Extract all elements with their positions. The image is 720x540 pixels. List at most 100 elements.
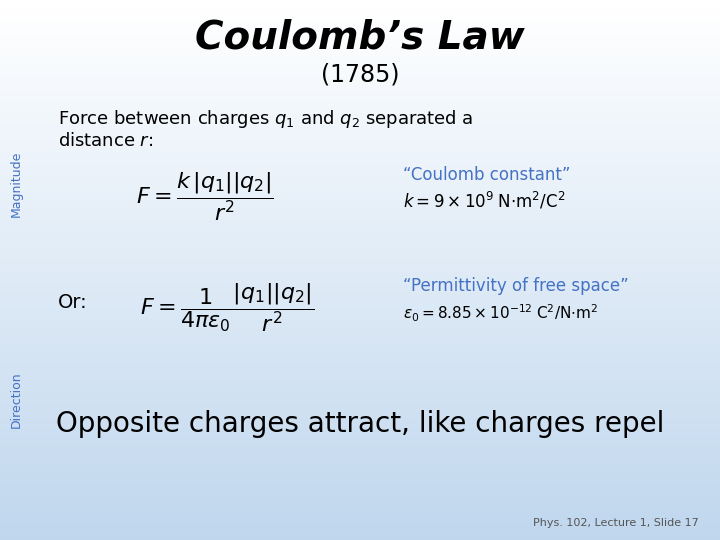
Bar bbox=[0, 115, 720, 117]
Bar bbox=[0, 23, 720, 25]
Bar bbox=[0, 362, 720, 363]
Bar bbox=[0, 525, 720, 528]
Bar bbox=[0, 92, 720, 93]
Bar bbox=[0, 77, 720, 79]
Bar bbox=[0, 382, 720, 383]
Bar bbox=[0, 322, 720, 324]
Bar bbox=[0, 265, 720, 266]
Bar bbox=[0, 261, 720, 263]
Bar bbox=[0, 142, 720, 144]
Text: Force between charges $q_1$ and $q_2$ separated a: Force between charges $q_1$ and $q_2$ se… bbox=[58, 108, 473, 130]
Bar bbox=[0, 288, 720, 290]
Bar bbox=[0, 385, 720, 387]
Bar bbox=[0, 324, 720, 326]
Bar bbox=[0, 347, 720, 349]
Bar bbox=[0, 104, 720, 106]
Bar bbox=[0, 45, 720, 47]
Bar bbox=[0, 286, 720, 288]
Bar bbox=[0, 4, 720, 5]
Text: $F = \dfrac{1}{4\pi\varepsilon_0}\dfrac{|q_1||q_2|}{r^2}$: $F = \dfrac{1}{4\pi\varepsilon_0}\dfrac{… bbox=[140, 281, 314, 334]
Bar bbox=[0, 405, 720, 407]
Bar bbox=[0, 538, 720, 540]
Bar bbox=[0, 443, 720, 444]
Bar bbox=[0, 447, 720, 448]
Bar bbox=[0, 340, 720, 342]
Bar bbox=[0, 232, 720, 234]
Bar bbox=[0, 99, 720, 101]
Bar bbox=[0, 466, 720, 468]
Bar bbox=[0, 389, 720, 390]
Bar bbox=[0, 387, 720, 389]
Bar bbox=[0, 437, 720, 439]
Bar bbox=[0, 531, 720, 533]
Bar bbox=[0, 423, 720, 425]
Bar bbox=[0, 493, 720, 495]
Bar bbox=[0, 38, 720, 39]
Bar bbox=[0, 355, 720, 356]
Bar bbox=[0, 245, 720, 247]
Bar bbox=[0, 112, 720, 113]
Bar bbox=[0, 140, 720, 142]
Bar bbox=[0, 484, 720, 486]
Bar bbox=[0, 167, 720, 169]
Bar bbox=[0, 238, 720, 239]
Bar bbox=[0, 255, 720, 258]
Bar bbox=[0, 69, 720, 70]
Bar bbox=[0, 15, 720, 16]
Bar bbox=[0, 412, 720, 414]
Bar bbox=[0, 126, 720, 128]
Bar bbox=[0, 22, 720, 23]
Bar bbox=[0, 410, 720, 412]
Bar bbox=[0, 86, 720, 88]
Bar bbox=[0, 247, 720, 248]
Bar bbox=[0, 171, 720, 173]
Bar bbox=[0, 194, 720, 196]
Bar bbox=[0, 2, 720, 4]
Bar bbox=[0, 12, 720, 15]
Bar bbox=[0, 108, 720, 110]
Bar bbox=[0, 162, 720, 164]
Bar bbox=[0, 207, 720, 209]
Bar bbox=[0, 425, 720, 427]
Bar bbox=[0, 455, 720, 457]
Bar bbox=[0, 360, 720, 362]
Bar bbox=[0, 61, 720, 63]
Bar bbox=[0, 367, 720, 369]
Bar bbox=[0, 106, 720, 108]
Bar bbox=[0, 308, 720, 309]
Bar bbox=[0, 394, 720, 396]
Bar bbox=[0, 346, 720, 347]
Bar bbox=[0, 279, 720, 281]
Bar bbox=[0, 252, 720, 254]
Bar bbox=[0, 508, 720, 509]
Bar bbox=[0, 42, 720, 43]
Bar bbox=[0, 185, 720, 187]
Bar bbox=[0, 420, 720, 421]
Bar bbox=[0, 139, 720, 140]
Bar bbox=[0, 81, 720, 83]
Bar bbox=[0, 178, 720, 180]
Bar bbox=[0, 254, 720, 255]
Bar bbox=[0, 146, 720, 147]
Bar bbox=[0, 29, 720, 31]
Bar bbox=[0, 313, 720, 315]
Bar bbox=[0, 258, 720, 259]
Bar bbox=[0, 157, 720, 158]
Text: Opposite charges attract, like charges repel: Opposite charges attract, like charges r… bbox=[56, 410, 664, 438]
Bar bbox=[0, 150, 720, 151]
Bar bbox=[0, 128, 720, 130]
Bar bbox=[0, 522, 720, 524]
Bar bbox=[0, 304, 720, 306]
Bar bbox=[0, 301, 720, 302]
Text: $k = 9\times10^9 \;\mathrm{N{\cdot}m^2/C^2}$: $k = 9\times10^9 \;\mathrm{N{\cdot}m^2/C… bbox=[403, 190, 566, 212]
Bar bbox=[0, 407, 720, 409]
Bar bbox=[0, 174, 720, 177]
Bar bbox=[0, 263, 720, 265]
Bar bbox=[0, 97, 720, 99]
Bar bbox=[0, 312, 720, 313]
Bar bbox=[0, 376, 720, 378]
Bar bbox=[0, 535, 720, 536]
Bar bbox=[0, 103, 720, 104]
Bar bbox=[0, 444, 720, 447]
Bar bbox=[0, 119, 720, 120]
